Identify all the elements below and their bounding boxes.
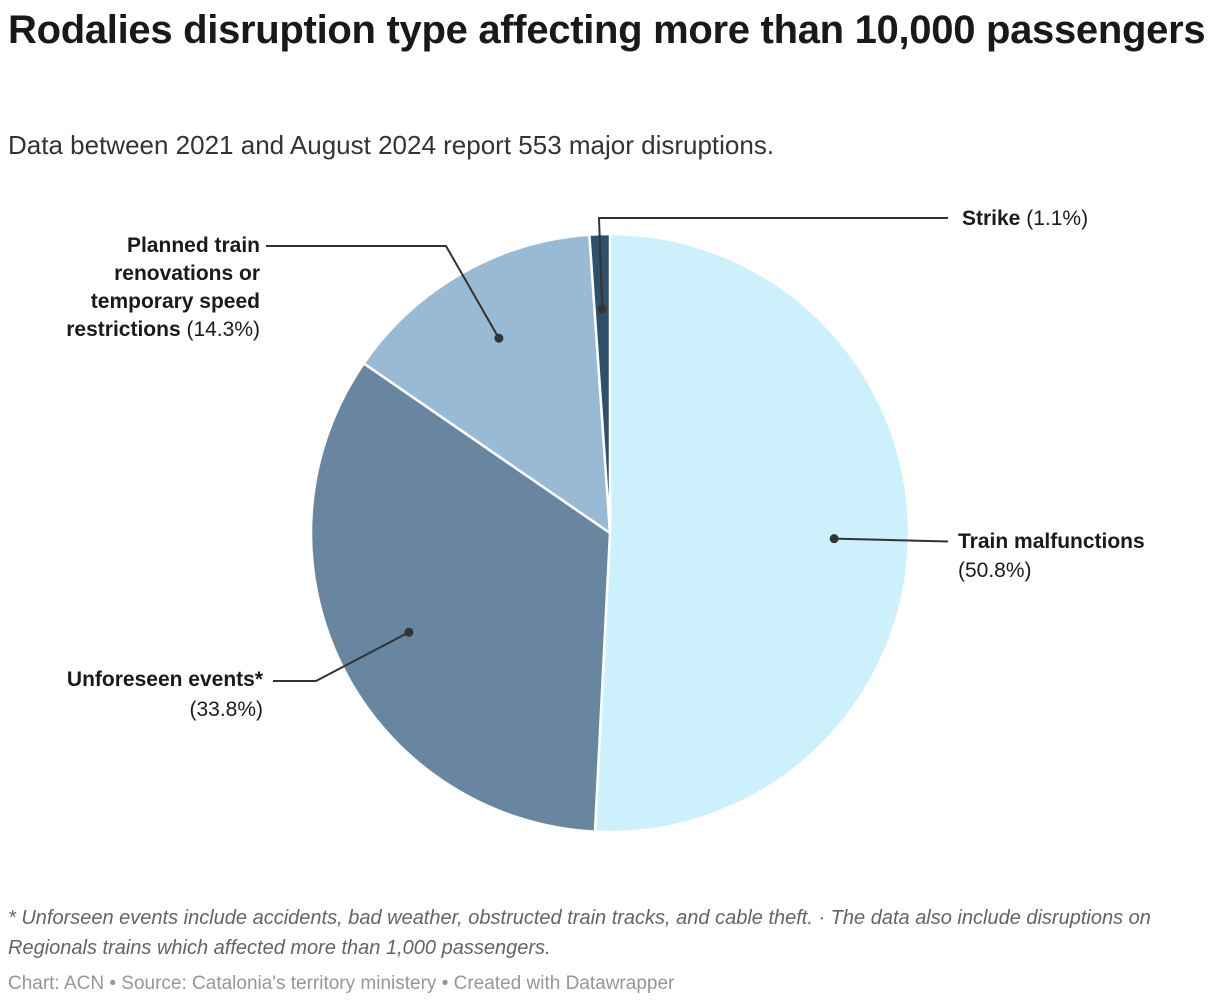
chart-subtitle: Data between 2021 and August 2024 report… xyxy=(8,130,775,160)
leader-dot-planned-train-renovations-or-temporary-speed-restrictions xyxy=(494,333,504,343)
chart-footnote: * Unforseen events include accidents, ba… xyxy=(8,907,1151,959)
leader-dot-unforeseen-events xyxy=(404,627,414,637)
slice-label-planned-line4-name: restrictions xyxy=(66,318,181,341)
slice-label-strike-name: Strike xyxy=(962,207,1021,230)
leader-line-train-malfunctions xyxy=(834,537,949,543)
pie-slice-train-malfunctions[interactable] xyxy=(593,232,911,834)
slice-label-planned-line1: Planned train xyxy=(126,234,260,257)
slice-label-planned: Planned train renovations or temporary s… xyxy=(66,232,260,344)
leader-dot-strike xyxy=(597,304,607,314)
slice-label-planned-line4-pct: (14.3%) xyxy=(180,318,260,341)
chart-title: Rodalies disruption type affecting more … xyxy=(8,8,1206,52)
slice-label-strike-pct: (1.1%) xyxy=(1020,207,1089,230)
leader-line-unforeseen-events xyxy=(273,631,410,682)
slice-label-unforeseen: Unforeseen events* (33.8%) xyxy=(67,665,263,725)
slice-label-train-pct: (50.8%) xyxy=(958,559,1032,582)
slice-label-train-name: Train malfunctions xyxy=(958,530,1145,553)
slice-label-strike: Strike (1.1%) xyxy=(962,204,1088,233)
chart-byline: Chart: ACN • Source: Catalonia's territo… xyxy=(8,973,675,994)
leader-dot-train-malfunctions xyxy=(829,534,839,544)
slice-label-planned-line3: temporary speed xyxy=(90,290,260,313)
slice-label-train-malfunctions: Train malfunctions (50.8%) xyxy=(958,527,1145,585)
slice-label-unforeseen-name: Unforeseen events* xyxy=(66,668,263,691)
slice-label-unforeseen-pct: (33.8%) xyxy=(189,698,263,721)
leader-line-strike xyxy=(597,217,948,309)
leader-line-planned-train-renovations-or-temporary-speed-restrictions xyxy=(266,245,500,339)
slice-label-planned-line2: renovations or xyxy=(114,262,260,285)
pie-slice-unforeseen-events[interactable] xyxy=(309,362,612,833)
